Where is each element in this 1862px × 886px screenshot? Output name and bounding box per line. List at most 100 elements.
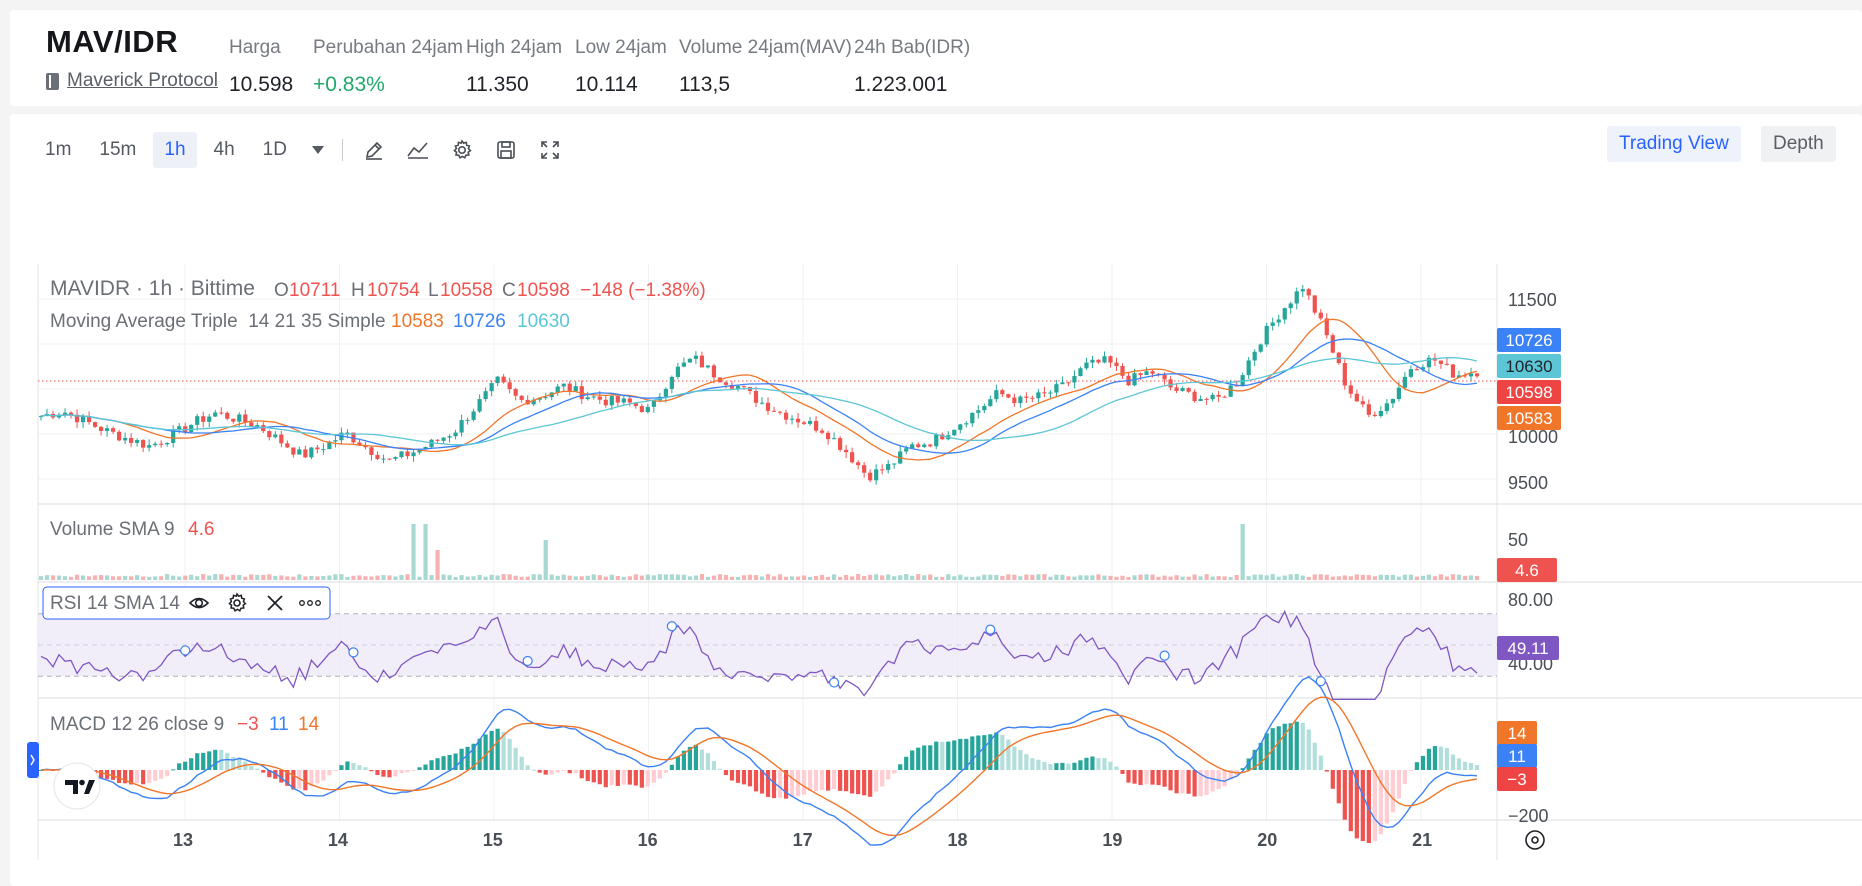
candle-body bbox=[1168, 379, 1173, 388]
macd-line-value: 11 bbox=[269, 714, 289, 735]
timeframe-1h[interactable]: 1h bbox=[153, 132, 197, 168]
stat-volume: Volume 24jam(MAV) 113,5 bbox=[679, 37, 852, 97]
candle-body bbox=[573, 386, 578, 392]
eye-icon[interactable] bbox=[188, 597, 210, 609]
save-icon[interactable] bbox=[493, 137, 519, 163]
macd-histogram-bar bbox=[207, 751, 212, 770]
volume-bar bbox=[1174, 575, 1179, 580]
macd-histogram-bar bbox=[189, 758, 194, 770]
macd-histogram-bar bbox=[627, 770, 632, 785]
volume-bar bbox=[56, 575, 62, 580]
volume-bar bbox=[303, 576, 308, 580]
macd-histogram-bar bbox=[579, 770, 584, 779]
volume-bar bbox=[207, 575, 212, 580]
volume-bar bbox=[104, 575, 110, 580]
candle-body bbox=[1252, 351, 1257, 361]
candle-body bbox=[477, 399, 482, 412]
macd-histogram-bar bbox=[1186, 770, 1191, 794]
volume-bar bbox=[501, 574, 506, 580]
candle-body bbox=[964, 423, 969, 425]
macd-histogram-bar bbox=[255, 768, 260, 770]
candle-body bbox=[705, 365, 711, 368]
depth-button[interactable]: Depth bbox=[1761, 126, 1836, 162]
timeframe-dropdown-icon[interactable] bbox=[311, 146, 324, 154]
trading-chart[interactable]: MAVIDR · 1h · Bittime O 10711 H 10754 L … bbox=[20, 178, 1862, 886]
timeframe-15m[interactable]: 15m bbox=[99, 139, 137, 160]
candle-body bbox=[273, 434, 278, 438]
project-name[interactable]: Maverick Protocol bbox=[67, 70, 218, 91]
volume-bar bbox=[1234, 574, 1239, 580]
candle-body bbox=[1474, 373, 1480, 377]
volume-bar bbox=[940, 576, 945, 580]
macd-histogram-bar bbox=[687, 746, 693, 770]
timeframe-4h[interactable]: 4h bbox=[213, 139, 235, 160]
indicators-icon[interactable] bbox=[405, 137, 431, 163]
candle-body bbox=[892, 463, 897, 465]
volume-bar bbox=[1012, 574, 1017, 580]
candle-body bbox=[669, 376, 674, 389]
volume-bar bbox=[375, 575, 380, 580]
price-badge-bg bbox=[1497, 380, 1561, 404]
timeframe-1d[interactable]: 1D bbox=[262, 139, 287, 160]
stat-value: 113,5 bbox=[679, 73, 730, 96]
pen-icon[interactable] bbox=[361, 137, 387, 163]
pane-bg bbox=[38, 504, 1497, 582]
candle-body bbox=[1150, 371, 1155, 374]
close-icon[interactable] bbox=[267, 595, 283, 611]
candle-body bbox=[1240, 375, 1245, 386]
volume-bar bbox=[297, 574, 302, 580]
macd-histogram-bar bbox=[1342, 770, 1347, 820]
timeframe-1m[interactable]: 1m bbox=[45, 139, 72, 160]
macd-histogram-bar bbox=[1318, 755, 1323, 770]
fullscreen-icon[interactable] bbox=[537, 137, 563, 163]
volume-bar bbox=[651, 575, 656, 580]
macd-histogram-bar bbox=[225, 753, 230, 770]
volume-bar bbox=[465, 576, 470, 580]
macd-histogram-bar bbox=[171, 769, 176, 771]
macd-histogram-bar bbox=[1126, 770, 1131, 783]
chart-settings-icon[interactable] bbox=[1525, 830, 1545, 850]
macd-histogram-bar bbox=[159, 770, 164, 779]
more-icon[interactable] bbox=[299, 600, 321, 606]
settings-icon[interactable] bbox=[449, 137, 475, 163]
macd-histogram-bar bbox=[838, 770, 843, 791]
volume-bar bbox=[1474, 575, 1480, 580]
volume-bar bbox=[1006, 574, 1011, 580]
sidebar-expand-tab[interactable] bbox=[27, 742, 39, 778]
candle-body bbox=[1048, 392, 1053, 394]
price-badge: 10630 bbox=[1505, 357, 1552, 376]
volume-bar bbox=[1000, 575, 1005, 580]
macd-histogram-bar bbox=[1324, 770, 1329, 772]
candle-body bbox=[693, 355, 699, 359]
candle-body bbox=[627, 398, 632, 403]
macd-histogram-bar bbox=[1396, 770, 1401, 799]
volume-bar bbox=[844, 574, 849, 580]
candle-body bbox=[459, 420, 464, 433]
volume-bar bbox=[92, 575, 98, 580]
macd-histogram-bar bbox=[892, 770, 897, 774]
macd-histogram-bar bbox=[789, 770, 795, 798]
volume-bar bbox=[1078, 575, 1083, 580]
volume-bar bbox=[591, 574, 596, 580]
volume-bar bbox=[471, 576, 476, 580]
project-link[interactable]: Maverick Protocol bbox=[46, 70, 218, 92]
volume-bar bbox=[753, 575, 759, 580]
candle-body bbox=[940, 434, 945, 440]
trading-view-button[interactable]: Trading View bbox=[1607, 126, 1741, 162]
volume-bar bbox=[922, 575, 927, 580]
candle-body bbox=[537, 397, 542, 400]
candle-body bbox=[1000, 390, 1005, 395]
candle-body bbox=[1066, 382, 1071, 384]
gear-icon[interactable] bbox=[228, 592, 247, 612]
candle-body bbox=[315, 447, 320, 450]
candle-body bbox=[1108, 356, 1113, 363]
volume-bar bbox=[1408, 574, 1414, 580]
volume-bar bbox=[1468, 575, 1474, 580]
volume-bar bbox=[675, 574, 680, 580]
volume-bar bbox=[1432, 576, 1438, 580]
macd-line bbox=[40, 676, 1478, 846]
volume-bar bbox=[1354, 574, 1359, 580]
macd-histogram-bar bbox=[1378, 770, 1383, 835]
candle-body bbox=[1372, 414, 1377, 416]
candle-body bbox=[699, 355, 705, 368]
